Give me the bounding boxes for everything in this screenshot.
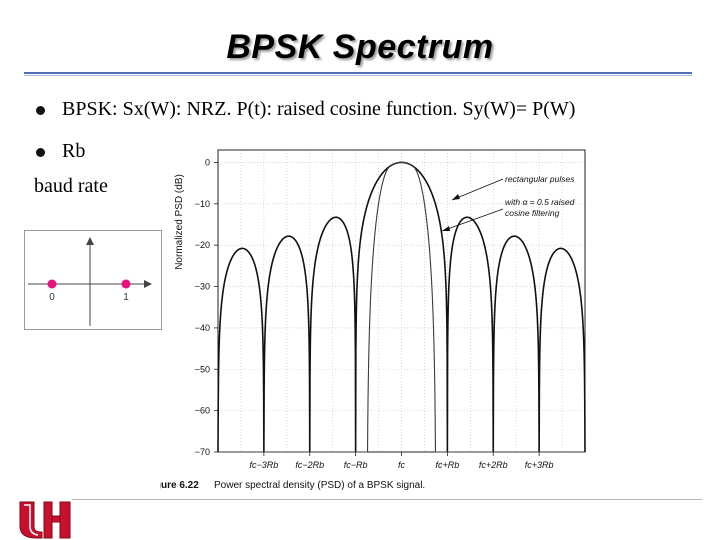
- slide-title: BPSK Spectrum: [226, 28, 494, 66]
- y-tick-label: −40: [195, 323, 210, 333]
- annotation-rc-text: with α = 0.5 raised: [505, 197, 575, 207]
- constellation-label: 1: [123, 292, 129, 303]
- x-tick-label: fc+3Rb: [525, 460, 554, 470]
- constellation-point: [121, 279, 131, 289]
- y-tick-label: −50: [195, 364, 210, 374]
- y-tick-label: −60: [195, 406, 210, 416]
- uh-logo: [19, 501, 71, 539]
- y-tick-label: −30: [195, 282, 210, 292]
- annotation-rect: rectangular pulses: [451, 174, 575, 201]
- x-tick-label: fc−3Rb: [249, 460, 278, 470]
- constellation-diagram: 0 1: [24, 230, 162, 330]
- bullet-text: Rb: [62, 140, 86, 162]
- psd-chart: 0 −10 −20 −30 −40 −50 −60 −70 fc−3Rb fc−2Rb fc−Rb f…: [160, 149, 586, 491]
- y-tick-label: 0: [205, 157, 210, 167]
- baud-rate-text: baud rate: [34, 175, 108, 197]
- y-axis-label: Normalized PSD (dB): [174, 174, 185, 270]
- y-tick-label: −20: [195, 240, 210, 250]
- x-tick-label: fc+2Rb: [479, 460, 508, 470]
- annotation-rc-text: cosine filtering: [505, 208, 560, 218]
- footer-rule: [72, 499, 702, 500]
- annotation-rc: with α = 0.5 raised cosine filtering: [441, 197, 575, 232]
- series-line: [218, 161, 585, 453]
- figure-caption-text: Power spectral density (PSD) of a BPSK s…: [214, 480, 425, 491]
- x-tick-label: fc+Rb: [435, 460, 459, 470]
- x-tick-label: fc−2Rb: [295, 460, 324, 470]
- annotation-rect-text: rectangular pulses: [505, 174, 575, 184]
- x-tick-label: fc: [398, 460, 406, 470]
- bullet-dot-icon: [36, 106, 45, 115]
- title-underline: [24, 72, 692, 76]
- y-tick-label: −70: [195, 447, 210, 457]
- constellation-label: 0: [49, 292, 55, 303]
- x-tick-label: fc−Rb: [344, 460, 368, 470]
- bullet-text: BPSK: Sx(W): NRZ. P(t): raised cosine fu…: [62, 98, 576, 120]
- y-tick-label: −10: [195, 199, 210, 209]
- bullet-dot-icon: [36, 148, 45, 157]
- figure-caption-label: Figure 6.22: [160, 480, 199, 491]
- constellation-point: [47, 279, 57, 289]
